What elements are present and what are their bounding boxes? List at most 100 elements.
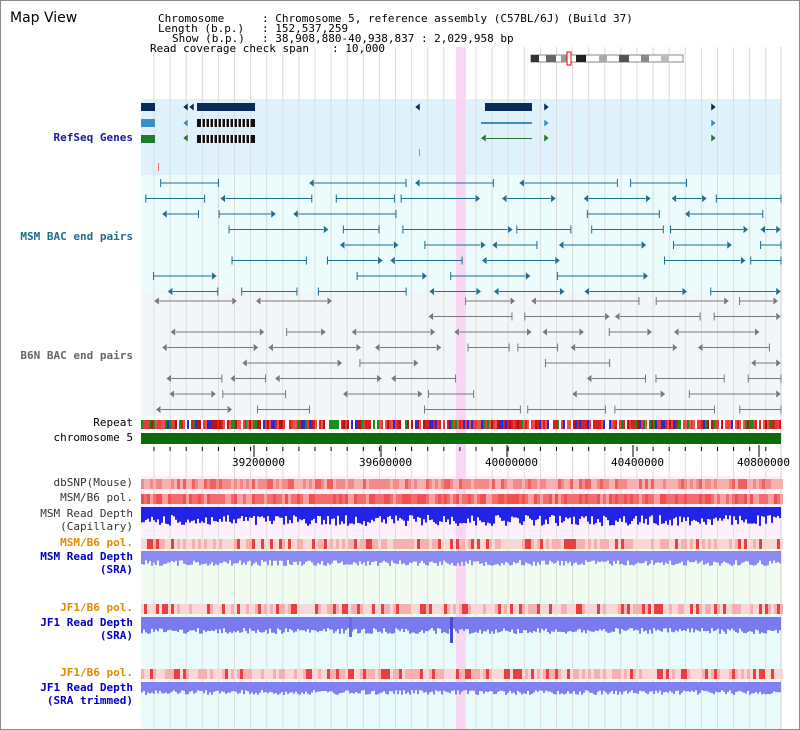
jf1-depth-sra-bar xyxy=(689,617,691,633)
jf1-depth-trimmed-bar xyxy=(367,682,369,695)
jf1-depth-sra-bar xyxy=(723,617,725,632)
msm-depth-cap-bar xyxy=(639,507,641,523)
repeat-segment xyxy=(379,420,381,429)
msm-depth-cap-bar xyxy=(457,507,459,526)
dbsnp-strip xyxy=(579,479,582,489)
gene-arrow xyxy=(188,102,195,112)
jf1-depth-sra-bar xyxy=(491,617,493,632)
msm-depth-cap-bar xyxy=(779,507,781,519)
jf1-depth-trimmed-bar xyxy=(659,682,661,691)
msm-depth-cap-bar xyxy=(329,507,331,525)
jf1-depth-sra-bar xyxy=(381,617,383,634)
msm-b6-pol-strip-2 xyxy=(618,539,621,549)
msm-depth-sra-bar xyxy=(421,551,423,561)
msm-b6-pol-strip-2 xyxy=(540,539,543,549)
repeat-segment xyxy=(199,420,201,429)
repeat-segment xyxy=(277,420,279,429)
msm-depth-cap-bar xyxy=(267,507,269,517)
msm-depth-cap-bar xyxy=(579,507,581,519)
b6n-bac-pair-end xyxy=(168,389,175,399)
repeat-segment xyxy=(681,420,683,429)
dbsnp-strip xyxy=(654,479,657,489)
exon-gap xyxy=(245,135,247,143)
msm-depth-sra-bar xyxy=(333,551,335,561)
msm-b6-pol-strip xyxy=(651,494,654,504)
msm-b6-pol-strip-2 xyxy=(669,539,672,549)
jf1-b6-pol-strip xyxy=(708,604,711,614)
jf1-b6-pol-strip xyxy=(549,604,552,614)
jf1-depth-sra-bar xyxy=(471,617,473,634)
jf1-depth-sra-bar xyxy=(179,617,181,630)
jf1-depth-trimmed-bar xyxy=(541,682,543,691)
msm-b6-pol-strip xyxy=(570,494,573,504)
refseq-genes-label[interactable]: RefSeq Genes xyxy=(53,131,133,144)
repeat-segment xyxy=(459,420,461,429)
jf1-b6-pol-strip-2 xyxy=(171,669,174,679)
jf1-b6-pol-strip xyxy=(669,604,672,614)
jf1-depth-sra-bar xyxy=(535,617,537,632)
jf1-b6-pol-strip xyxy=(219,604,222,614)
jf1-depth-trimmed-bar xyxy=(197,682,199,691)
msm-depth-sra-bar xyxy=(513,551,515,563)
jf1-depth-trimmed-bar xyxy=(721,682,723,691)
msm-b6-pol-strip xyxy=(633,494,636,504)
msm-b6-pol-strip-2 xyxy=(177,539,180,549)
msm-b6-pol-strip xyxy=(675,494,678,504)
b6n-bac-label[interactable]: B6N BAC end pairs xyxy=(20,349,133,362)
jf1-b6-pol-strip xyxy=(564,604,567,614)
repeat-segment xyxy=(275,420,277,429)
gene-arrow xyxy=(543,102,550,112)
msm-depth-cap-bar xyxy=(773,507,775,517)
msm-depth-sra-bar xyxy=(279,551,281,561)
msm-depth-cap-bar xyxy=(425,507,427,523)
dbsnp-strip xyxy=(507,479,510,489)
gene-block xyxy=(197,103,255,111)
msm-depth-cap-bar xyxy=(195,507,197,524)
msm-depth-cap-bar xyxy=(647,507,649,525)
jf1-b6-pol-strip-2 xyxy=(150,669,153,679)
msm-depth-sra-bar xyxy=(505,551,507,562)
jf1-depth-trimmed-bar xyxy=(611,682,613,691)
jf1-b6-pol-strip xyxy=(174,604,177,614)
msm-depth-cap-bar xyxy=(237,507,239,519)
msm-depth-cap-bar xyxy=(619,507,621,519)
dbsnp-strip xyxy=(603,479,606,489)
exon-gap xyxy=(225,135,227,143)
repeat-segment xyxy=(399,420,401,429)
msm-depth-sra-bar xyxy=(561,551,563,561)
msm-b6-pol-strip-2 xyxy=(495,539,498,549)
jf1-b6-pol-strip-2 xyxy=(738,669,741,679)
msm-depth-cap-bar xyxy=(497,507,499,516)
msm-bac-pair-end xyxy=(389,256,396,265)
msm-depth-sra-bar xyxy=(249,551,251,561)
msm-bac-label[interactable]: MSM BAC end pairs xyxy=(20,230,133,243)
jf1-depth-trimmed-bar xyxy=(725,682,727,695)
msm-depth-cap-bar xyxy=(515,507,517,518)
b6n-bac-pair-end xyxy=(571,389,578,399)
jf1-depth-sra-bar xyxy=(579,617,581,629)
repeat-segment xyxy=(457,420,459,429)
dbsnp-strip xyxy=(567,479,570,489)
jf1-b6-pol-strip-2 xyxy=(168,669,171,679)
jf1-depth-sra-bar xyxy=(177,617,179,633)
repeat-segment xyxy=(309,420,311,429)
jf1-depth-sra-bar xyxy=(705,617,707,632)
dbsnp-strip xyxy=(264,479,267,489)
jf1-b6-pol-strip-2 xyxy=(366,669,369,679)
jf1-b6-pol-strip-2 xyxy=(417,669,420,679)
jf1-depth-sra-bar xyxy=(333,617,335,634)
jf1-depth-sra-bar xyxy=(735,617,737,633)
msm-b6-pol-strip-2 xyxy=(573,539,576,549)
repeat-segment xyxy=(441,420,443,429)
jf1-depth-trimmed-bar xyxy=(373,682,375,691)
msm-depth-cap-bar xyxy=(167,507,169,525)
jf1-depth-sra-bar xyxy=(265,617,267,631)
jf1-b6-pol-strip xyxy=(183,604,186,614)
msm-depth-cap-bar xyxy=(507,507,509,522)
jf1-b6-pol-strip-2 xyxy=(675,669,678,679)
msm-depth-cap-bar xyxy=(289,507,291,521)
jf1-depth-sra-bar xyxy=(633,617,635,631)
jf1-depth-trimmed-bar xyxy=(347,682,349,691)
jf1-depth-trimmed-bar xyxy=(379,682,381,694)
